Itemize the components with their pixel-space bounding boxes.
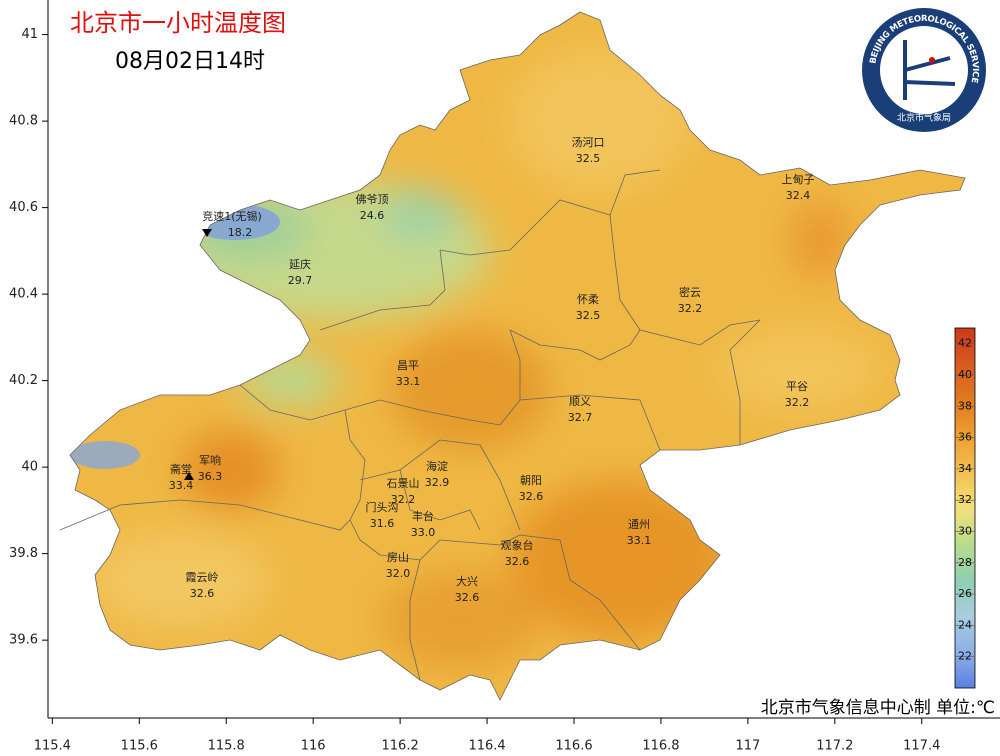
station-name: 上甸子 [782, 173, 815, 186]
station-name: 密云 [679, 285, 701, 299]
station-value: 32.0 [386, 567, 411, 580]
station-value: 32.6 [190, 587, 215, 600]
colorbar-label: 42 [958, 337, 972, 350]
station-name: 佛爷顶 [356, 192, 389, 206]
station-name: 怀柔 [577, 293, 599, 306]
station-value: 32.6 [519, 490, 544, 503]
logo-inner-text: 北京市气象局 [897, 112, 951, 124]
station-value: 32.2 [785, 396, 810, 409]
station-value: 31.6 [370, 517, 395, 530]
colorbar-label: 32 [958, 493, 972, 506]
x-tick-label: 117.2 [816, 739, 853, 754]
station-value: 32.5 [576, 152, 601, 165]
y-tick-label: 40.8 [9, 114, 38, 129]
y-tick-label: 39.6 [9, 633, 38, 648]
station-value: 32.2 [678, 302, 703, 315]
colorbar-label: 38 [958, 399, 972, 412]
station-value: 32.4 [786, 189, 811, 202]
x-tick-label: 115.4 [34, 739, 71, 754]
station-value: 18.2 [228, 226, 253, 239]
colorbar-label: 28 [958, 556, 972, 569]
colorbar-label: 34 [958, 462, 972, 475]
station-name: 昌平 [397, 359, 419, 372]
y-tick-label: 40.2 [9, 373, 38, 388]
x-tick-label: 116.4 [468, 739, 505, 754]
district-borders [59, 11, 966, 701]
colorbar-label: 40 [958, 368, 972, 381]
logo-center [880, 26, 968, 114]
colorbar-label: 24 [958, 618, 972, 631]
station-value: 33.0 [411, 526, 436, 539]
x-tick-label: 115.8 [208, 739, 245, 754]
logo: BEIJING METEOROLOGICAL SERVICE 北京市气象局 [862, 8, 986, 132]
station-name: 汤河口 [572, 135, 605, 149]
station-name: 丰台 [412, 509, 434, 523]
station-value: 32.6 [505, 555, 530, 568]
station-name: 霞云岭 [186, 570, 219, 584]
station-value: 36.3 [198, 470, 223, 483]
station-value: 32.9 [425, 476, 450, 489]
station-name: 大兴 [456, 574, 478, 588]
colorbar-label: 26 [958, 587, 972, 600]
footer: 北京市气象信息中心制 单位:℃ [761, 698, 995, 718]
x-tick-label: 117.4 [903, 739, 940, 754]
station-name: 顺义 [569, 395, 591, 408]
y-tick-label: 40 [21, 460, 38, 475]
station-name: 观象台 [501, 538, 534, 552]
station-name: 朝阳 [520, 474, 542, 487]
x-tick-label: 116.6 [555, 739, 592, 754]
station-name: 延庆 [289, 257, 311, 271]
station-value: 24.6 [360, 209, 385, 222]
station-name: 门头沟 [366, 500, 399, 514]
station-name: 海淀 [426, 459, 448, 473]
colorbar-label: 30 [958, 524, 972, 537]
station-name: 石景山 [387, 477, 420, 490]
station-value: 33.4 [169, 479, 194, 492]
map-subtitle: 08月02日14时 [115, 49, 265, 74]
colorbar-label: 36 [958, 431, 972, 444]
x-tick-label: 117 [735, 739, 760, 754]
x-tick-label: 115.6 [121, 739, 158, 754]
station-name: 通州 [628, 518, 650, 531]
station-name: 房山 [387, 551, 409, 564]
station-value: 29.7 [288, 274, 313, 287]
y-tick-label: 40.4 [9, 287, 38, 302]
y-tick-label: 41 [21, 27, 38, 42]
station-value: 32.7 [568, 411, 593, 424]
station-marker [202, 229, 212, 237]
station-name: 斋堂 [170, 462, 192, 476]
cold-spot [70, 441, 140, 469]
logo-dot [929, 57, 935, 63]
x-tick-label: 116.8 [642, 739, 679, 754]
y-tick-label: 40.6 [9, 200, 38, 215]
station-value: 33.1 [396, 375, 421, 388]
station-name: 军响 [199, 454, 221, 467]
x-tick-label: 116.2 [382, 739, 419, 754]
colorbar-label: 22 [958, 650, 972, 663]
station-value: 32.2 [391, 493, 416, 506]
colorbar [954, 327, 976, 689]
map-title: 北京市一小时温度图 [70, 9, 286, 37]
station-name: 竞速1(无锡) [202, 209, 262, 223]
y-tick-label: 39.8 [9, 546, 38, 561]
logo-mark [903, 40, 956, 100]
station-value: 32.6 [455, 591, 480, 604]
x-tick-label: 116 [301, 739, 326, 754]
station-name: 平谷 [786, 380, 808, 393]
station-marker [184, 472, 194, 480]
station-value: 33.1 [627, 534, 652, 547]
station-value: 32.5 [576, 309, 601, 322]
